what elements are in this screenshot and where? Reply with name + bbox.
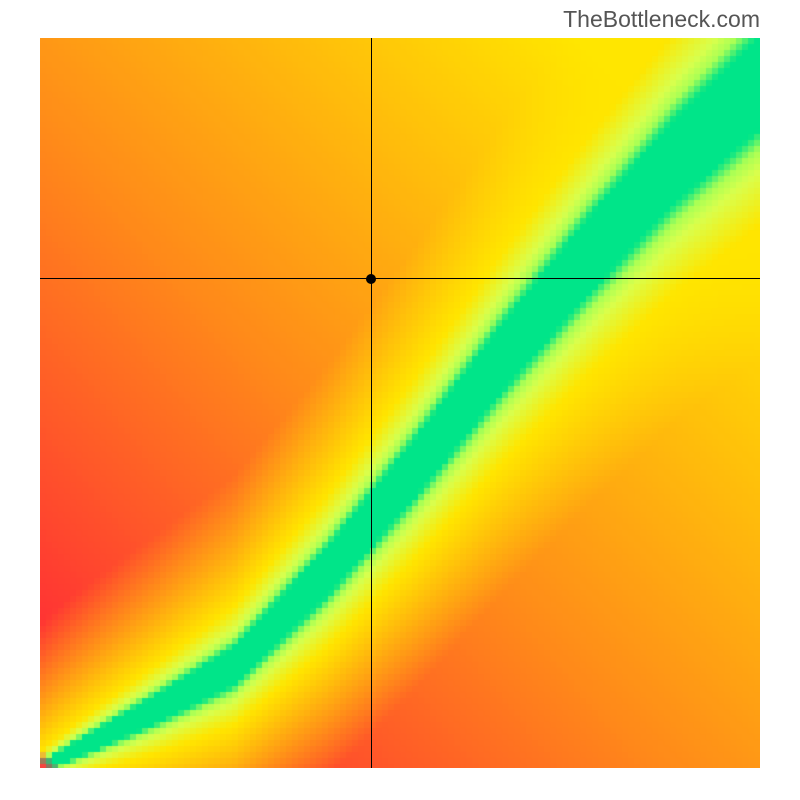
crosshair-vertical — [371, 38, 372, 768]
watermark-text: TheBottleneck.com — [563, 6, 760, 33]
chart-container: TheBottleneck.com — [0, 0, 800, 800]
crosshair-horizontal — [40, 278, 760, 279]
bottleneck-heatmap — [40, 38, 760, 768]
